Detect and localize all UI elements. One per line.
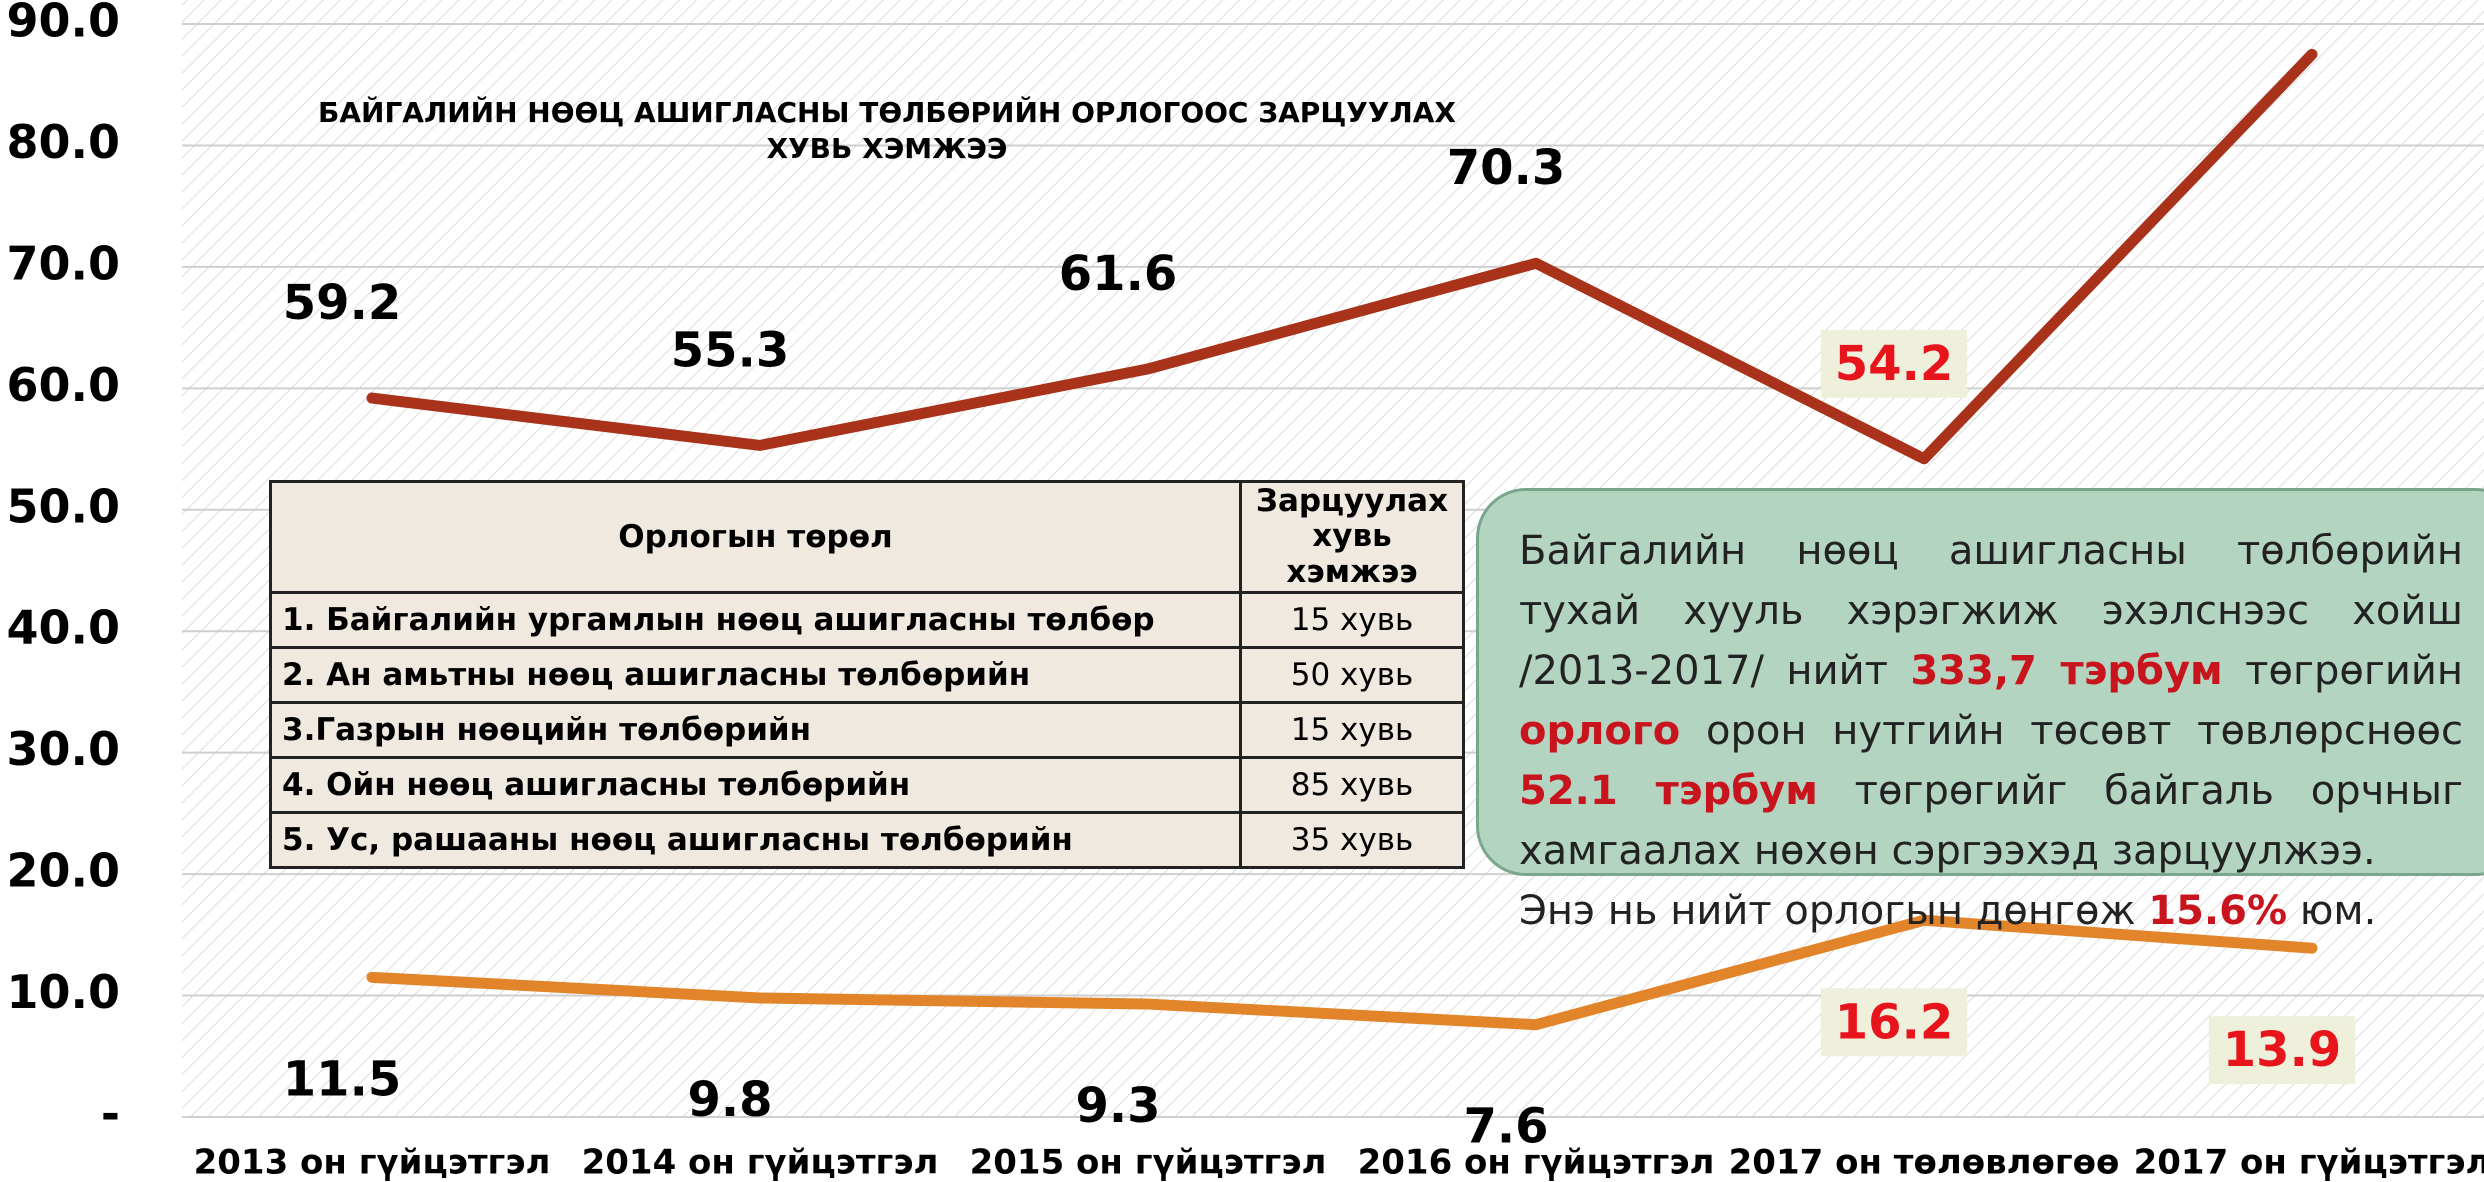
note-emphasis: орлого [1519, 708, 1681, 754]
y-tick-label: - [101, 1087, 120, 1141]
y-tick-label: 80.0 [7, 115, 121, 169]
note-text: төгрөгийн [2222, 648, 2463, 694]
y-tick-label: 60.0 [7, 358, 121, 412]
note-paragraph: Байгалийн нөөц ашигласны төлбөрийн тухай… [1519, 521, 2463, 881]
data-label: 16.2 [1835, 994, 1953, 1050]
table-cell: 50 хувь [1239, 646, 1465, 704]
label-box [2208, 1016, 2356, 1085]
x-tick-label: 2016 он гүйцэтгэл [1358, 1143, 1715, 1182]
label-box [1820, 329, 1968, 398]
data-label: 59.2 [283, 275, 401, 331]
y-tick-label: 10.0 [7, 965, 121, 1019]
data-label: 9.3 [1075, 1078, 1160, 1134]
table-cell: 4. Ойн нөөц ашигласны төлбөрийн [269, 756, 1242, 814]
y-tick-label: 70.0 [7, 236, 121, 290]
x-tick-label: 2017 он гүйцэтгэл [2134, 1143, 2484, 1182]
note-emphasis: 52.1 тэрбум [1519, 768, 1818, 814]
table-header: Зарцуулах хувь хэмжээ [1239, 480, 1465, 594]
y-tick-label: 30.0 [7, 722, 121, 776]
x-tick-label: 2014 он гүйцэтгэл [582, 1143, 939, 1182]
data-label: 9.8 [687, 1072, 772, 1128]
table-row: 4. Ойн нөөц ашигласны төлбөрийн 85 хувь [269, 756, 1465, 814]
table-cell: 5. Ус, рашааны нөөц ашигласны төлбөрийн [269, 811, 1242, 869]
note-text: Байгалийн нөөц ашигласны төлбөрийн тухай… [1519, 528, 2463, 694]
note-text: юм. [2287, 888, 2377, 934]
table-cell: 35 хувь [1239, 811, 1465, 869]
table-cell: 2. Ан амьтны нөөц ашигласны төлбөрийн [269, 646, 1242, 704]
label-box [1820, 988, 1968, 1057]
x-tick-label: 2017 он төлөвлөгөө [1729, 1143, 2120, 1182]
chart-title: БАЙГАЛИЙН НӨӨЦ АШИГЛАСНЫ ТӨЛБӨРИЙН ОРЛОГ… [318, 95, 1456, 129]
table-row: 3.Газрын нөөцийн төлбөрийн 15 хувь [269, 701, 1465, 759]
note-text: орон нутгийн төсөвт төвлөрснөөс [1680, 708, 2463, 754]
note-box: Байгалийн нөөц ашигласны төлбөрийн тухай… [1476, 488, 2484, 934]
rate-table: Орлогын төрөл Зарцуулах хувь хэмжээ 1. Б… [269, 480, 1465, 869]
table-row: 5. Ус, рашааны нөөц ашигласны төлбөрийн 3… [269, 811, 1465, 869]
note-emphasis: 15.6% [2148, 888, 2288, 934]
note-emphasis: 333,7 тэрбум [1910, 648, 2223, 694]
table-cell: 85 хувь [1239, 756, 1465, 814]
data-label: 11.5 [283, 1051, 401, 1107]
y-tick-label: 40.0 [7, 601, 121, 655]
chart-title: ХУВЬ ХЭМЖЭЭ [767, 132, 1008, 165]
table-cell: 15 хувь [1239, 701, 1465, 759]
note-text: төгрөгийг байгаль орчныг хамгаалах нөхөн… [1519, 768, 2463, 874]
table-row: 1. Байгалийн ургамлын нөөц ашигласны төл… [269, 591, 1465, 649]
x-tick-label: 2015 он гүйцэтгэл [970, 1143, 1327, 1182]
data-label: 70.3 [1447, 140, 1565, 196]
line-series [366, 48, 2318, 465]
data-label: 54.2 [1835, 336, 1953, 392]
table-row: 2. Ан амьтны нөөц ашигласны төлбөрийн 50 … [269, 646, 1465, 704]
y-tick-label: 20.0 [7, 844, 121, 898]
table-cell: 3.Газрын нөөцийн төлбөрийн [269, 701, 1242, 759]
table-cell: 15 хувь [1239, 591, 1465, 649]
y-tick-label: 50.0 [7, 479, 121, 533]
table-header: Орлогын төрөл [269, 480, 1242, 594]
data-label: 7.6 [1463, 1099, 1548, 1155]
data-label: 55.3 [671, 322, 789, 378]
table-cell: 1. Байгалийн ургамлын нөөц ашигласны төл… [269, 591, 1242, 649]
note-paragraph: Энэ нь нийт орлогын дөнгөж 15.6% юм. [1519, 881, 2463, 941]
line-series [366, 914, 2318, 1031]
y-tick-label: 90.0 [7, 0, 121, 48]
data-label: 13.9 [2223, 1022, 2341, 1078]
x-tick-label: 2013 он гүйцэтгэл [194, 1143, 551, 1182]
note-text: Энэ нь нийт орлогын дөнгөж [1519, 888, 2149, 934]
data-label: 61.6 [1059, 246, 1177, 302]
